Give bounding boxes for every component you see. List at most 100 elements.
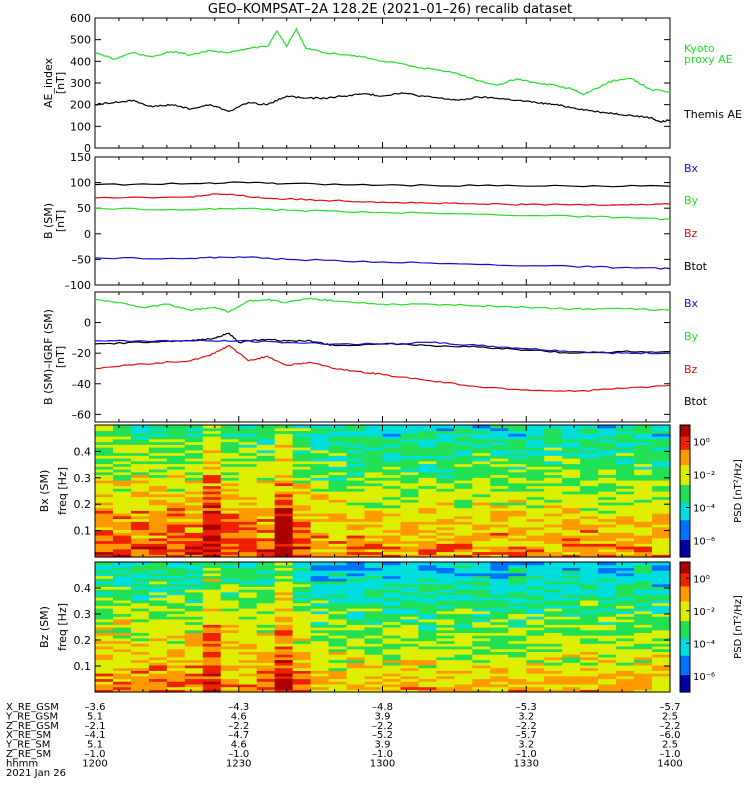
spectrogram-cell [418,637,438,642]
spectrogram-cell [400,469,420,473]
spectrogram-cell [634,664,653,669]
spectrogram-cell [580,645,599,650]
spectrogram-cell [634,540,653,544]
spectrogram-cell [112,438,132,443]
spectrogram-cell [436,554,455,558]
spectrogram-cell [472,578,491,582]
spectrogram-cell [130,430,150,434]
spectrogram-cell [346,537,366,542]
spectrogram-cell [400,605,420,609]
x-axis-row-label: hhmm [6,758,38,769]
legend-label: Bz [684,227,698,240]
spectrogram-cell [382,618,402,623]
spectrogram-cell [400,513,420,517]
spectrogram-cell [364,518,384,522]
series-line-themis-ae [94,92,671,123]
spectrogram-cell [148,659,168,663]
spectrogram-cell [490,675,509,680]
spectrogram-cell [580,640,599,644]
colorbar-cell [680,579,690,583]
spectrogram-cell [95,485,114,489]
spectrogram-cell [202,678,222,682]
colorbar-cell [680,469,690,472]
spectrogram-cell [562,608,581,612]
spectrogram-cell [454,616,473,620]
spectrogram-cell [544,583,563,587]
spectrogram-cell [346,651,366,655]
spectrogram-cell [202,441,222,445]
spectrogram-cell [652,532,671,536]
spectrogram-cell [454,667,473,671]
spectrogram-cell [364,469,384,473]
spectrogram-cell [238,618,258,623]
spectrogram-cell [634,510,653,514]
spectrogram-cell [472,441,491,445]
spectrogram-cell [490,452,509,456]
spectrogram-cell [364,452,384,456]
spectrogram-cell [652,499,671,503]
spectrogram-cell [310,570,330,574]
spectrogram-cell [364,532,384,536]
spectrogram-cell [436,433,455,437]
spectrogram-cell [400,643,420,647]
spectrogram-cell [346,471,366,476]
spectrogram-cell [220,583,240,587]
spectrogram-cell [310,546,330,550]
spectrogram-cell [256,605,276,609]
spectrogram-cell [112,656,132,661]
spectrogram-cell [130,656,150,661]
spectrogram-cell [274,524,294,528]
spectrogram-cell [238,466,258,470]
spectrogram-cell [346,513,366,517]
spectrogram-cell [508,540,527,544]
spectrogram-cell [400,632,420,636]
spectrogram-cell [562,667,581,671]
spectrogram-cell [148,499,168,503]
spectrogram-cell [436,444,455,448]
spectrogram-cell [220,485,240,489]
spectrogram-cell [454,491,473,495]
spectrogram-cell [616,597,635,601]
spectrogram-cell [238,463,258,467]
spectrogram-cell [166,518,186,522]
spectrogram-cell [400,624,420,628]
spectrogram-cell [382,645,402,650]
colorbar-cell [680,640,690,643]
spectrogram-cell [346,678,366,682]
spectrogram-cell [166,662,186,666]
spectrogram-cell [436,535,455,539]
spectrogram-cell [292,580,312,585]
spectrogram-cell [256,521,276,525]
spectrogram-cell [454,477,473,481]
spectrogram-cell [580,667,599,671]
spectrogram-cell [256,444,276,448]
spectrogram-cell [418,675,438,680]
spectrogram-cell [328,485,348,489]
spectrogram-cell [292,683,312,688]
spectrogram-cell [130,455,150,459]
spectrogram-cell [346,521,366,525]
spectrogram-cell [220,477,240,481]
spectrogram-cell [364,480,384,484]
spectrogram-cell [364,618,384,623]
y-axis-label: AE_index [42,57,55,108]
spectrogram-cell [130,564,150,569]
spectrogram-cell [436,452,455,456]
spectrogram-cell [238,662,258,666]
spectrogram-cell [562,518,581,522]
spectrogram-cell [562,510,581,514]
spectrogram-cell [382,621,402,625]
spectrogram-cell [526,562,545,566]
spectrogram-cell [508,591,527,596]
spectrogram-cell [634,518,653,522]
spectrogram-cell [148,543,168,547]
spectrogram-cell [292,554,312,558]
spectrogram-cell [400,667,420,671]
spectrogram-cell [472,681,491,685]
spectrogram-cell [112,430,132,434]
spectrogram-cell [616,689,635,693]
spectrogram-cell [562,681,581,685]
spectrogram-cell [274,510,294,514]
spectrogram-cell [436,447,455,451]
spectrogram-cell [616,466,635,470]
